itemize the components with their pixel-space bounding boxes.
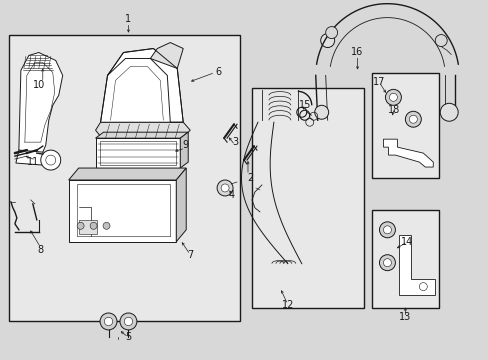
Bar	[371, 73, 438, 178]
Text: 6: 6	[215, 67, 221, 77]
Text: 3: 3	[231, 137, 238, 147]
Text: 9: 9	[182, 140, 188, 150]
Circle shape	[383, 226, 390, 234]
Text: 13: 13	[398, 312, 411, 323]
Circle shape	[379, 222, 395, 238]
Circle shape	[124, 317, 132, 326]
Circle shape	[77, 222, 84, 229]
Bar	[371, 210, 438, 307]
Circle shape	[103, 222, 110, 229]
Polygon shape	[101, 49, 183, 122]
Circle shape	[325, 27, 337, 39]
Text: 12: 12	[281, 300, 293, 310]
Polygon shape	[176, 168, 186, 242]
Circle shape	[320, 33, 334, 48]
Text: 16: 16	[351, 48, 363, 58]
Text: 2: 2	[246, 173, 253, 183]
Text: 8: 8	[38, 245, 44, 255]
Polygon shape	[16, 150, 46, 165]
Circle shape	[383, 259, 390, 267]
Circle shape	[41, 150, 61, 170]
Text: 10: 10	[33, 80, 45, 90]
Circle shape	[217, 180, 233, 196]
Polygon shape	[180, 132, 188, 168]
Circle shape	[405, 111, 421, 127]
Bar	[79, 220, 96, 234]
Polygon shape	[399, 235, 434, 294]
Polygon shape	[95, 122, 190, 140]
Text: 5: 5	[125, 332, 131, 342]
Polygon shape	[95, 138, 180, 168]
Polygon shape	[383, 139, 432, 167]
Text: 11: 11	[27, 157, 39, 167]
Text: 7: 7	[187, 250, 193, 260]
Polygon shape	[19, 53, 62, 155]
Polygon shape	[95, 132, 188, 138]
Text: 4: 4	[228, 190, 235, 200]
Text: 1: 1	[125, 14, 131, 24]
Polygon shape	[68, 180, 176, 242]
Text: 17: 17	[372, 77, 385, 87]
Circle shape	[388, 93, 397, 101]
Circle shape	[408, 115, 416, 123]
Circle shape	[100, 313, 117, 330]
Circle shape	[379, 255, 395, 271]
Text: 14: 14	[401, 237, 413, 247]
Circle shape	[221, 184, 228, 192]
Circle shape	[314, 105, 328, 119]
Polygon shape	[68, 168, 186, 180]
Circle shape	[104, 317, 112, 326]
Circle shape	[90, 222, 97, 229]
Polygon shape	[150, 42, 183, 68]
Bar	[100, 141, 176, 165]
Text: 18: 18	[387, 105, 400, 115]
Circle shape	[120, 313, 137, 330]
Circle shape	[434, 35, 447, 46]
Circle shape	[385, 89, 401, 105]
Text: 15: 15	[298, 100, 310, 110]
Bar	[9, 35, 240, 321]
Circle shape	[439, 103, 457, 121]
Bar	[251, 88, 363, 307]
